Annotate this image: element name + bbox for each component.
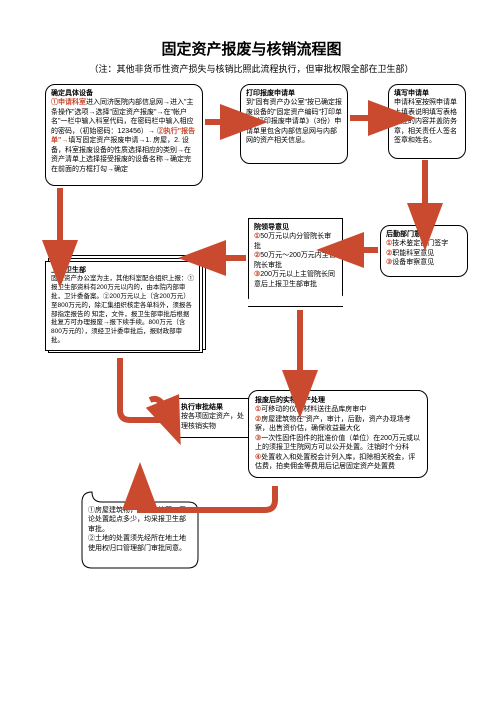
step3-t1: 申请科室按照申请单上填表说明填写表格对应的内容并盖防务章，相关责任人签名签章和姓… [394, 99, 457, 144]
step5-t1: 50万元以内分管院长审批 [254, 233, 331, 249]
step5-t3: 200万元以上主管院长同意后上报卫生部审批 [254, 271, 335, 287]
step8-t2: 房屋建筑物在"资产，审计，后勤，资产办现场考察，出售资价估，确保收益最大化 [255, 416, 411, 432]
step7-title: 执行审批结果 [181, 403, 249, 412]
page-title: 固定资产报废与核销流程图 [0, 38, 503, 59]
step5-title: 院领导意见 [254, 223, 337, 232]
step-4-box: 后勤部门意见 ①技术鉴定部门签字 ②职能科室意见 ③设备审察意见 [380, 225, 468, 277]
step-5-box: 院领导意见 ①50万元以内分管院长审批 ②50万元～200万元内主管院长审批 ③… [248, 218, 343, 301]
step8-t1: 可移动的仪器材料送往品库房审中 [261, 406, 366, 413]
step-3-box: 填写申请单 申请科室按照申请单上填表说明填写表格对应的内容并盖防务章，相关责任人… [388, 84, 466, 159]
step-8-box: 报废后的实物资产处理 ①可移动的仪器材料送往品库房审中 ②房屋建筑物在"资产，审… [248, 390, 428, 478]
step2-t1: 到"固有资产办公室"按已确定报废设备的"固定资产编码"打印单 1《打印报废申请单… [246, 99, 342, 144]
step8-title: 报废后的实物资产处理 [255, 396, 421, 405]
step4-t2: 职能科室意见 [392, 250, 434, 257]
step1-t2: 填写固定资产报废申请→1. 房屋，2. 设备，科室报废设备的性质选择相应的类别→… [51, 137, 191, 172]
step4-title: 后勤部门意见 [386, 230, 462, 239]
step-1-box: 确定具体设备 ①申请科室进入同济医院内部信息网→进入"主条操作"选项→选择"固定… [45, 84, 203, 186]
step4-t1: 技术鉴定部门签字 [392, 240, 448, 247]
step1-h1: ①申请科室 [51, 99, 86, 106]
step-2-box: 打印报废申请单 到"固有资产办公室"按已确定报废设备的"固定资产编码"打印单 1… [240, 84, 348, 164]
step8-t4: 处置收入和处置税会计列入库，扣除相关税金，评估费，拍卖佣金等费用后记居固定资产处… [255, 454, 415, 470]
step-6-box: 上报卫生部 固资资产办公室为主，其他科室配合组织上报：①报卫生部资料有200万元… [45, 261, 200, 351]
step-7-box: 执行审批结果 按各项固定资产，处理核销实物 [175, 398, 255, 438]
step8-t3: 一次性固件固件的批准价值（单位）在200万元或以上的须报卫生院网方可以公开处置。… [255, 435, 420, 451]
step-9-box: ①房屋建筑物，土地的处置，无论处置起点多少，均采报卫生部审批。 ②土地的处置须先… [80, 490, 200, 570]
step9-t1: ①房屋建筑物，土地的处置，无论处置起点多少，均采报卫生部审批。 [88, 506, 192, 534]
step1-title: 确定具体设备 [51, 89, 197, 98]
step5-t2: 50万元～200万元内主管院长审批 [254, 252, 336, 268]
step3-title: 填写申请单 [394, 89, 460, 98]
step4-t3: 设备审察意见 [392, 259, 434, 266]
step7-t1: 按各项固定资产，处理核销实物 [181, 413, 244, 429]
step9-t2: ②土地的处置须先经所在地土地使用权归口管理部门审批同意。 [88, 534, 192, 553]
step2-title: 打印报废申请单 [246, 89, 342, 98]
page-subtitle: （注：其他非货币性资产损失与核销比照此流程执行，但审批权限全部在卫生部） [0, 62, 503, 75]
